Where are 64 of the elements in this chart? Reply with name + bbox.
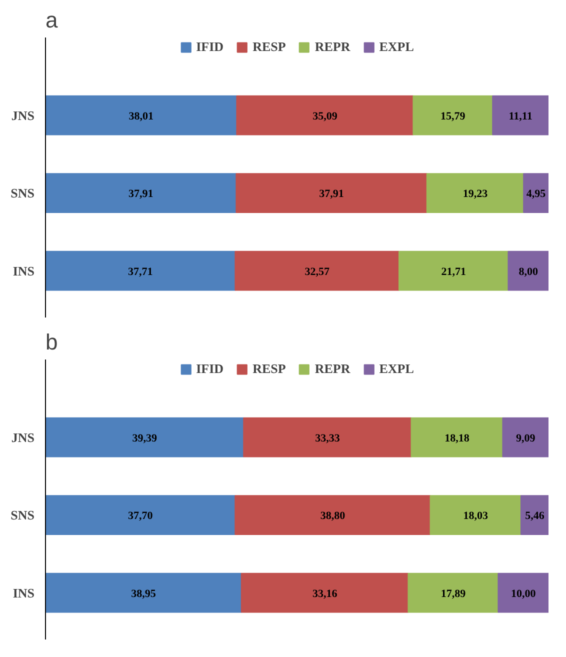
- bar: [236, 173, 428, 213]
- data-label: 33,33: [315, 432, 340, 444]
- data-label: 5,46: [525, 510, 545, 522]
- y-tick-label: INS: [12, 585, 35, 600]
- bar: [236, 95, 414, 136]
- bar: [46, 572, 242, 613]
- data-label: 18,03: [463, 510, 489, 522]
- chart-title: a: [46, 8, 58, 32]
- data-label: 11,11: [508, 110, 532, 122]
- legend-label: EXPL: [379, 361, 414, 377]
- data-label: 37,91: [319, 188, 344, 200]
- bar: [523, 173, 548, 213]
- bar: [408, 572, 499, 613]
- data-label: 32,57: [304, 266, 330, 278]
- data-label: 15,79: [440, 110, 466, 122]
- bar: [498, 572, 548, 613]
- data-label: 33,16: [312, 588, 338, 600]
- data-label: 37,91: [128, 188, 154, 200]
- bar: [520, 495, 548, 535]
- bar: [502, 417, 548, 458]
- data-label: 10,00: [510, 588, 536, 600]
- data-label: 38,80: [320, 510, 346, 522]
- y-tick-label: JNS: [11, 430, 35, 445]
- legend-label: RESP: [252, 361, 286, 377]
- data-label: 17,89: [440, 588, 466, 600]
- bar: [398, 250, 509, 291]
- bar: [46, 173, 237, 213]
- bar: [243, 417, 412, 458]
- bar: [430, 495, 522, 535]
- data-label: 37,71: [128, 266, 153, 278]
- chart-title: b: [46, 330, 58, 354]
- data-label: 8,00: [518, 266, 538, 278]
- bar: [410, 417, 504, 458]
- legend-label: REPR: [314, 361, 350, 377]
- bar: [46, 95, 238, 136]
- bar: [508, 250, 548, 291]
- bar: [234, 250, 400, 291]
- y-tick-label: SNS: [10, 508, 35, 523]
- legend-label: RESP: [252, 39, 286, 55]
- data-label: 35,09: [312, 110, 338, 122]
- legend-label: IFID: [196, 361, 224, 377]
- y-tick-label: INS: [12, 263, 35, 278]
- bar: [46, 495, 236, 535]
- bar: [234, 495, 431, 535]
- y-tick-label: SNS: [10, 186, 35, 201]
- data-label: 39,39: [132, 432, 158, 444]
- data-label: 19,23: [462, 188, 488, 200]
- data-label: 38,01: [128, 110, 154, 122]
- data-label: 21,71: [441, 266, 466, 278]
- data-label: 37,70: [128, 510, 154, 522]
- bar: [426, 173, 524, 213]
- bar: [492, 95, 548, 136]
- y-tick-label: JNS: [11, 108, 35, 123]
- bar: [46, 417, 244, 458]
- bar: [46, 250, 236, 291]
- legend-label: REPR: [314, 39, 350, 55]
- data-label: 4,95: [526, 188, 546, 200]
- legend-label: IFID: [196, 39, 224, 55]
- data-label: 38,95: [131, 588, 156, 600]
- data-label: 9,09: [516, 432, 536, 444]
- bar: [412, 95, 494, 136]
- data-label: 18,18: [444, 432, 470, 444]
- legend-label: EXPL: [379, 39, 414, 55]
- bar: [240, 572, 409, 613]
